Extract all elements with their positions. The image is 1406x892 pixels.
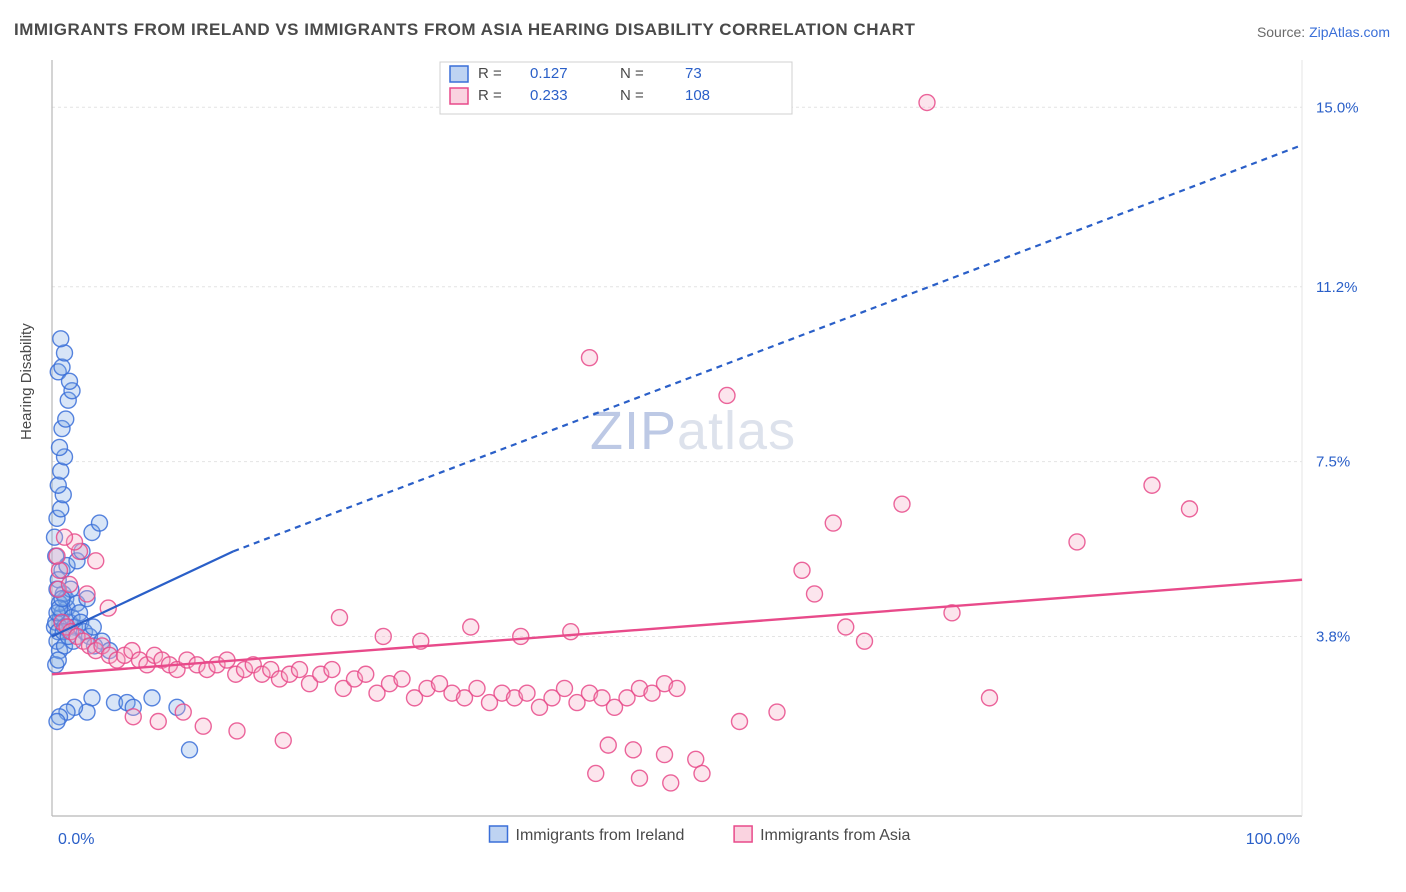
scatter-point (150, 714, 166, 730)
scatter-point (1069, 534, 1085, 550)
scatter-point (49, 548, 65, 564)
bottom-legend-swatch (490, 826, 508, 842)
scatter-point (53, 463, 69, 479)
scatter-point (894, 496, 910, 512)
scatter-point (563, 624, 579, 640)
scatter-point (85, 619, 101, 635)
bottom-legend-swatch (734, 826, 752, 842)
scatter-point (57, 529, 73, 545)
scatter-point (229, 723, 245, 739)
scatter-point (275, 732, 291, 748)
legend-swatch (450, 66, 468, 82)
scatter-point (769, 704, 785, 720)
legend-n-label: N = (620, 65, 644, 82)
scatter-point (463, 619, 479, 635)
scatter-point (62, 373, 78, 389)
scatter-point (857, 633, 873, 649)
legend-n-value: 108 (685, 87, 710, 104)
x-tick-label: 100.0% (1246, 831, 1300, 848)
scatter-point (663, 775, 679, 791)
trend-line-dashed (233, 145, 1302, 551)
scatter-point (669, 680, 685, 696)
scatter-point (825, 515, 841, 531)
bottom-legend-label: Immigrants from Asia (760, 827, 910, 844)
correlation-chart-svg: 3.8% 7.5% 11.2% 15.0% R = 0.127 N = 73 R = 0.233 N… (0, 0, 1406, 892)
scatter-point (794, 562, 810, 578)
y-tick-label: 11.2% (1316, 279, 1357, 296)
scatter-point (582, 350, 598, 366)
scatter-point (1182, 501, 1198, 517)
scatter-point (53, 331, 69, 347)
scatter-point (600, 737, 616, 753)
scatter-point (807, 586, 823, 602)
scatter-point (838, 619, 854, 635)
legend-n-value: 73 (685, 65, 702, 82)
scatter-point (125, 709, 141, 725)
scatter-point (625, 742, 641, 758)
scatter-point (394, 671, 410, 687)
y-tick-label: 3.8% (1316, 628, 1350, 645)
scatter-point (49, 714, 65, 730)
scatter-point (557, 680, 573, 696)
scatter-point (52, 562, 68, 578)
scatter-point (50, 652, 66, 668)
trend-line (52, 580, 1302, 675)
x-tick-label: 0.0% (58, 831, 94, 848)
scatter-point (58, 411, 74, 427)
scatter-point (324, 662, 340, 678)
legend-r-label: R = (478, 87, 502, 104)
scatter-point (1144, 477, 1160, 493)
scatter-point (519, 685, 535, 701)
legend-r-label: R = (478, 65, 502, 82)
legend-r-value: 0.127 (530, 65, 568, 82)
scatter-point (694, 765, 710, 781)
legend-swatch (450, 88, 468, 104)
bottom-legend-label: Immigrants from Ireland (516, 827, 685, 844)
scatter-point (195, 718, 211, 734)
scatter-point (175, 704, 191, 720)
scatter-point (332, 610, 348, 626)
scatter-point (292, 662, 308, 678)
scatter-point (732, 714, 748, 730)
scatter-point (513, 628, 529, 644)
scatter-point (588, 765, 604, 781)
y-tick-label: 15.0% (1316, 99, 1359, 116)
scatter-point (50, 477, 66, 493)
scatter-point (52, 439, 68, 455)
y-tick-label: 7.5% (1316, 454, 1350, 471)
scatter-point (375, 628, 391, 644)
scatter-point (57, 345, 73, 361)
scatter-point (632, 770, 648, 786)
scatter-point (53, 501, 69, 517)
scatter-point (54, 359, 70, 375)
scatter-point (919, 95, 935, 111)
scatter-point (657, 747, 673, 763)
legend-n-label: N = (620, 87, 644, 104)
scatter-point (88, 553, 104, 569)
scatter-point (719, 387, 735, 403)
scatter-point (469, 680, 485, 696)
scatter-point (144, 690, 160, 706)
scatter-point (92, 515, 108, 531)
scatter-point (62, 576, 78, 592)
scatter-point (182, 742, 198, 758)
scatter-point (982, 690, 998, 706)
scatter-point (79, 586, 95, 602)
legend-r-value: 0.233 (530, 87, 568, 104)
scatter-point (358, 666, 374, 682)
